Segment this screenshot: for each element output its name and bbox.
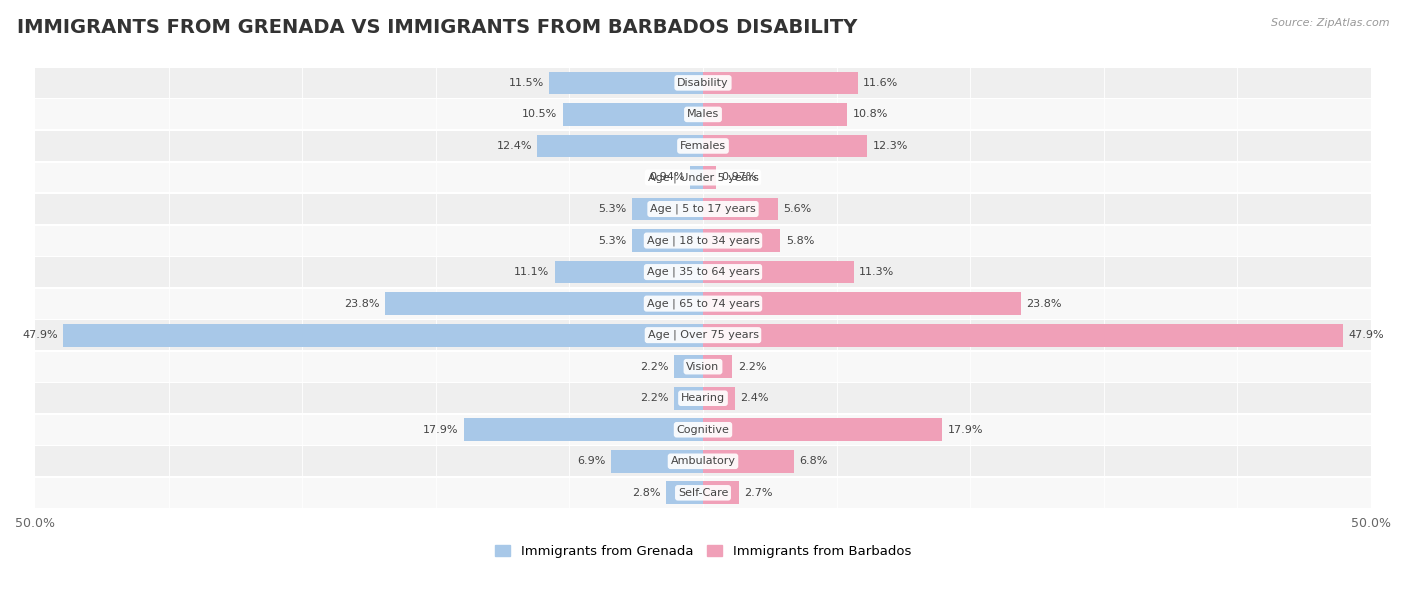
Text: 2.8%: 2.8%: [631, 488, 661, 498]
Bar: [703, 419, 942, 441]
Bar: [703, 72, 858, 94]
Text: 6.8%: 6.8%: [799, 457, 828, 466]
Text: 47.9%: 47.9%: [22, 330, 58, 340]
Bar: [550, 72, 703, 94]
Bar: [63, 324, 703, 346]
Text: IMMIGRANTS FROM GRENADA VS IMMIGRANTS FROM BARBADOS DISABILITY: IMMIGRANTS FROM GRENADA VS IMMIGRANTS FR…: [17, 18, 858, 37]
Bar: [703, 103, 848, 125]
Text: 2.4%: 2.4%: [741, 394, 769, 403]
Bar: [665, 482, 703, 504]
Text: 23.8%: 23.8%: [1026, 299, 1062, 308]
Text: Ambulatory: Ambulatory: [671, 457, 735, 466]
Bar: [35, 163, 1371, 192]
Text: 2.2%: 2.2%: [640, 362, 668, 371]
Bar: [35, 68, 1371, 98]
Bar: [555, 261, 703, 283]
Bar: [690, 166, 703, 189]
Text: 10.8%: 10.8%: [852, 110, 889, 119]
Text: 5.3%: 5.3%: [599, 204, 627, 214]
Bar: [610, 450, 703, 472]
Text: 2.2%: 2.2%: [640, 394, 668, 403]
Text: Age | 35 to 64 years: Age | 35 to 64 years: [647, 267, 759, 277]
Bar: [633, 230, 703, 252]
Bar: [703, 324, 1343, 346]
Text: 0.94%: 0.94%: [650, 173, 685, 182]
Bar: [35, 320, 1371, 350]
Legend: Immigrants from Grenada, Immigrants from Barbados: Immigrants from Grenada, Immigrants from…: [489, 540, 917, 564]
Text: 5.3%: 5.3%: [599, 236, 627, 245]
Bar: [703, 166, 716, 189]
Text: 12.4%: 12.4%: [496, 141, 531, 151]
Bar: [703, 230, 780, 252]
Text: Source: ZipAtlas.com: Source: ZipAtlas.com: [1271, 18, 1389, 28]
Text: Males: Males: [688, 110, 718, 119]
Bar: [35, 383, 1371, 413]
Bar: [35, 226, 1371, 256]
Bar: [703, 261, 853, 283]
Text: Hearing: Hearing: [681, 394, 725, 403]
Bar: [35, 99, 1371, 129]
Bar: [35, 131, 1371, 161]
Bar: [537, 135, 703, 157]
Bar: [385, 293, 703, 315]
Text: 11.6%: 11.6%: [863, 78, 898, 88]
Text: 2.2%: 2.2%: [738, 362, 766, 371]
Text: 11.3%: 11.3%: [859, 267, 894, 277]
Bar: [35, 446, 1371, 476]
Bar: [35, 289, 1371, 319]
Bar: [673, 387, 703, 409]
Bar: [35, 478, 1371, 508]
Bar: [673, 356, 703, 378]
Bar: [35, 194, 1371, 224]
Text: 11.1%: 11.1%: [515, 267, 550, 277]
Bar: [35, 257, 1371, 287]
Text: Age | Over 75 years: Age | Over 75 years: [648, 330, 758, 340]
Bar: [703, 387, 735, 409]
Bar: [703, 482, 740, 504]
Text: 5.6%: 5.6%: [783, 204, 811, 214]
Text: Disability: Disability: [678, 78, 728, 88]
Bar: [703, 450, 794, 472]
Text: 0.97%: 0.97%: [721, 173, 756, 182]
Text: 17.9%: 17.9%: [423, 425, 458, 435]
Bar: [35, 415, 1371, 445]
Bar: [703, 356, 733, 378]
Text: 17.9%: 17.9%: [948, 425, 983, 435]
Bar: [35, 352, 1371, 382]
Text: 6.9%: 6.9%: [576, 457, 606, 466]
Bar: [464, 419, 703, 441]
Text: 2.7%: 2.7%: [744, 488, 773, 498]
Text: Females: Females: [681, 141, 725, 151]
Text: Age | 18 to 34 years: Age | 18 to 34 years: [647, 235, 759, 246]
Text: Age | 65 to 74 years: Age | 65 to 74 years: [647, 299, 759, 309]
Text: 23.8%: 23.8%: [344, 299, 380, 308]
Text: Age | 5 to 17 years: Age | 5 to 17 years: [650, 204, 756, 214]
Bar: [703, 135, 868, 157]
Bar: [703, 198, 778, 220]
Text: Age | Under 5 years: Age | Under 5 years: [648, 172, 758, 183]
Text: Self-Care: Self-Care: [678, 488, 728, 498]
Text: 10.5%: 10.5%: [522, 110, 557, 119]
Text: 5.8%: 5.8%: [786, 236, 814, 245]
Text: 12.3%: 12.3%: [873, 141, 908, 151]
Text: 47.9%: 47.9%: [1348, 330, 1384, 340]
Text: Cognitive: Cognitive: [676, 425, 730, 435]
Bar: [703, 293, 1021, 315]
Text: Vision: Vision: [686, 362, 720, 371]
Bar: [633, 198, 703, 220]
Text: 11.5%: 11.5%: [509, 78, 544, 88]
Bar: [562, 103, 703, 125]
